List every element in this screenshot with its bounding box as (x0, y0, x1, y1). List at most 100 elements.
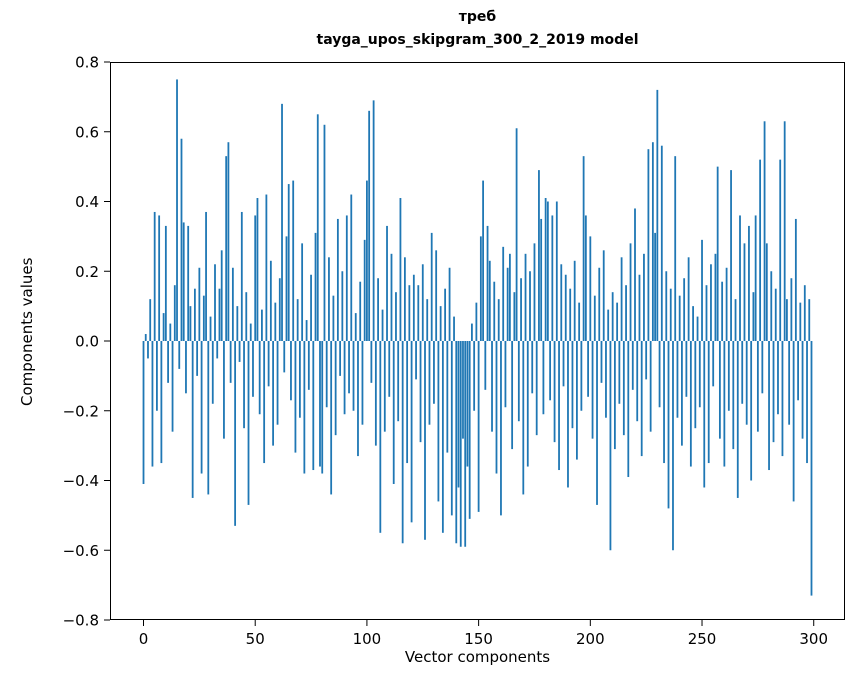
bar (634, 208, 636, 341)
bar (625, 285, 627, 341)
bar (752, 292, 755, 341)
bar (178, 341, 181, 369)
bar (343, 341, 346, 415)
bar (482, 180, 484, 341)
bar (151, 341, 154, 467)
bar (294, 341, 297, 453)
bar (227, 142, 230, 341)
bar (312, 341, 315, 471)
bar (198, 267, 201, 341)
bar (736, 341, 739, 498)
bar (214, 264, 216, 341)
bar (535, 341, 538, 436)
bar (339, 341, 342, 376)
bar (332, 295, 335, 341)
bar (799, 302, 802, 341)
bar (801, 341, 804, 439)
bar (698, 341, 701, 408)
bar (455, 341, 458, 544)
bar (144, 334, 147, 341)
bar (321, 341, 324, 474)
bar (173, 285, 176, 341)
bar (370, 341, 373, 383)
bar (593, 295, 596, 341)
bar (607, 309, 610, 341)
bar (446, 341, 449, 453)
bar (462, 341, 464, 439)
bar (267, 341, 270, 387)
bar (504, 341, 507, 408)
bar (542, 341, 545, 415)
bar (687, 257, 690, 341)
bar (645, 341, 648, 380)
bar (403, 257, 406, 341)
bar (164, 225, 167, 341)
y-tick-label: −0.8 (63, 612, 99, 630)
bar (727, 341, 730, 411)
bar (292, 180, 295, 341)
bar (562, 341, 565, 387)
bar (609, 341, 612, 551)
bar (200, 341, 203, 474)
bar (287, 184, 290, 341)
bar (477, 341, 480, 512)
bar (622, 341, 625, 436)
bar (783, 121, 786, 341)
bar (410, 341, 413, 523)
bar (806, 341, 808, 464)
y-tick-label: 0.6 (75, 123, 99, 141)
bar (515, 128, 518, 341)
bar (205, 211, 207, 341)
x-tick-label: 300 (799, 630, 828, 648)
bar (732, 341, 735, 450)
bar (663, 341, 665, 464)
bar (531, 341, 534, 394)
bar (180, 138, 183, 341)
bar (696, 316, 699, 341)
bar (567, 341, 569, 488)
bar (412, 274, 415, 341)
bar (761, 341, 764, 394)
bar (529, 271, 531, 341)
bar (754, 215, 757, 341)
y-tick-label: −0.6 (63, 542, 99, 560)
bar (513, 292, 516, 341)
bar (741, 341, 744, 404)
bar (285, 236, 288, 342)
bar (330, 341, 333, 495)
bar (399, 198, 402, 341)
y-tick-label: 0.4 (75, 193, 99, 211)
bar (225, 156, 228, 341)
bar (774, 288, 777, 341)
bar (218, 288, 221, 341)
bar (390, 253, 393, 341)
bar (392, 341, 395, 484)
bar (352, 341, 355, 411)
bar (298, 341, 301, 418)
bar (475, 302, 478, 341)
bar (660, 145, 663, 341)
bar (781, 341, 784, 457)
bar (254, 215, 257, 341)
bar (605, 341, 607, 418)
bar (647, 149, 650, 341)
bar (495, 341, 498, 474)
bar (681, 341, 683, 446)
bar (301, 243, 304, 341)
bar (433, 341, 435, 404)
bar (209, 316, 212, 341)
bar (522, 341, 525, 495)
bar (191, 341, 194, 498)
bar (296, 299, 299, 341)
bar (520, 278, 522, 341)
bar (611, 292, 614, 341)
bar (162, 313, 165, 341)
bar (553, 341, 556, 443)
bar (160, 341, 163, 464)
bar (701, 239, 703, 341)
bar (502, 246, 505, 341)
bar (357, 341, 359, 457)
bar (676, 341, 679, 418)
bar (350, 194, 353, 341)
bar (153, 211, 156, 341)
